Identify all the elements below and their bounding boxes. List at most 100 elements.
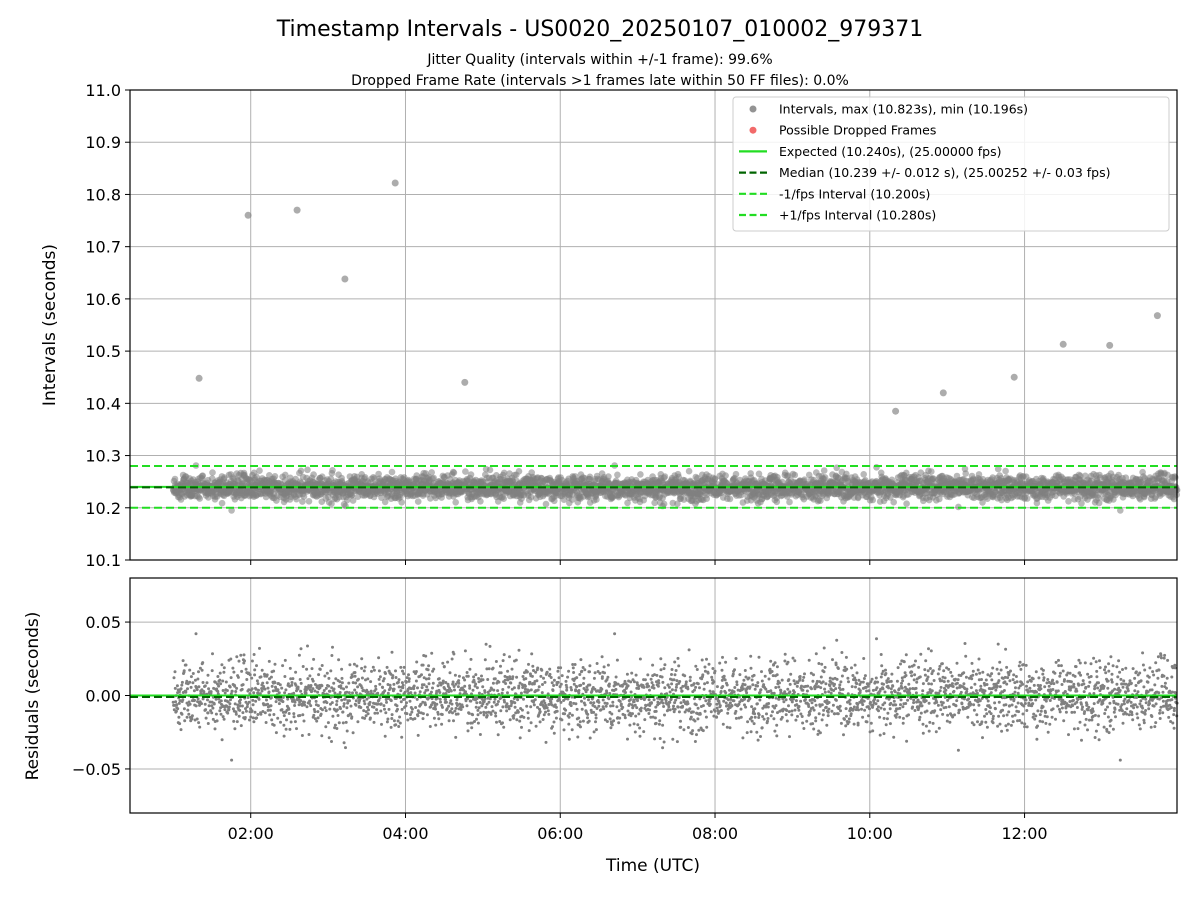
residual-point — [284, 688, 288, 692]
residual-point — [250, 709, 254, 713]
residual-point — [397, 725, 401, 728]
residual-point — [287, 712, 291, 715]
residual-point — [372, 668, 376, 672]
residual-point — [233, 727, 237, 731]
residual-point — [229, 698, 232, 702]
top-y-tick-label: 10.5 — [85, 342, 121, 361]
residual-point — [444, 698, 448, 701]
residual-point — [255, 716, 259, 720]
residual-point — [212, 702, 216, 706]
residual-point — [396, 707, 399, 711]
residual-point — [502, 653, 506, 657]
residual-point — [522, 715, 526, 719]
residual-point — [390, 713, 394, 717]
residual-point — [337, 658, 341, 662]
residual-point — [258, 646, 261, 650]
residual-point — [363, 716, 367, 720]
residual-point — [475, 717, 478, 721]
residual-point — [221, 715, 225, 719]
residual-point — [302, 719, 306, 723]
interval-point — [903, 500, 910, 508]
residual-point — [354, 691, 358, 695]
residual-point — [427, 682, 431, 686]
residual-point — [529, 688, 533, 692]
residual-point — [454, 735, 458, 739]
residual-point — [298, 714, 302, 717]
residual-point — [197, 685, 201, 689]
residual-point — [183, 719, 187, 723]
residual-point — [300, 734, 304, 737]
residual-point — [204, 708, 208, 712]
residual-point — [316, 716, 320, 720]
residual-point — [197, 670, 200, 674]
residual-point — [272, 713, 276, 716]
residual-point — [449, 699, 453, 703]
residual-point — [415, 697, 419, 701]
interval-point — [1095, 499, 1103, 507]
residual-point — [399, 700, 403, 704]
residual-point — [514, 658, 518, 662]
residual-point — [421, 712, 425, 716]
residual-point — [527, 662, 530, 666]
residual-point — [320, 664, 324, 667]
residual-point — [177, 701, 181, 705]
residual-point — [260, 689, 264, 693]
residual-point — [266, 686, 270, 690]
residual-point — [179, 687, 183, 691]
residual-point — [437, 677, 441, 681]
residual-point — [496, 700, 500, 703]
residual-point — [188, 668, 192, 672]
residual-point — [353, 671, 357, 674]
residual-point — [347, 691, 351, 695]
residual-point — [525, 670, 529, 674]
residual-point — [235, 720, 239, 724]
residual-point — [531, 664, 535, 668]
residual-point — [222, 717, 226, 721]
residual-point — [385, 700, 388, 704]
interval-point — [1065, 498, 1072, 505]
residual-point — [349, 712, 353, 716]
residual-point — [472, 675, 476, 679]
interval-point — [732, 470, 740, 478]
residual-point — [489, 712, 493, 716]
residual-point — [520, 708, 524, 712]
residual-point — [194, 632, 198, 636]
residual-point — [448, 671, 452, 675]
residual-point — [316, 690, 320, 694]
residual-point — [379, 709, 383, 713]
residual-point — [474, 705, 478, 709]
residual-point — [291, 677, 295, 681]
residual-point — [342, 741, 346, 745]
residual-point — [283, 658, 287, 662]
residual-point — [284, 727, 288, 731]
residual-point — [362, 699, 366, 703]
residual-point — [532, 703, 536, 707]
outlier-point — [391, 179, 399, 187]
residual-point — [395, 704, 399, 708]
residual-point — [216, 689, 220, 693]
residual-point — [410, 710, 414, 714]
residual-point — [255, 679, 259, 683]
residual-point — [466, 721, 470, 725]
residual-point — [494, 660, 498, 663]
residual-point — [340, 667, 344, 671]
legend-marker — [749, 126, 757, 134]
residual-point — [456, 712, 460, 716]
residual-point — [335, 708, 339, 712]
residual-point — [216, 675, 220, 678]
residual-point — [303, 700, 306, 704]
residual-point — [400, 681, 404, 685]
interval-point — [304, 466, 311, 474]
residual-point — [241, 683, 245, 687]
top-y-tick-label: 10.3 — [85, 447, 121, 466]
residual-point — [521, 675, 525, 678]
residual-point — [482, 713, 486, 717]
residual-point — [219, 682, 223, 686]
residual-point — [457, 681, 461, 685]
residual-point — [453, 673, 457, 677]
residual-point — [228, 685, 232, 689]
residual-point — [474, 673, 478, 677]
interval-point — [542, 500, 550, 508]
residual-point — [435, 702, 439, 706]
residual-point — [534, 724, 538, 728]
